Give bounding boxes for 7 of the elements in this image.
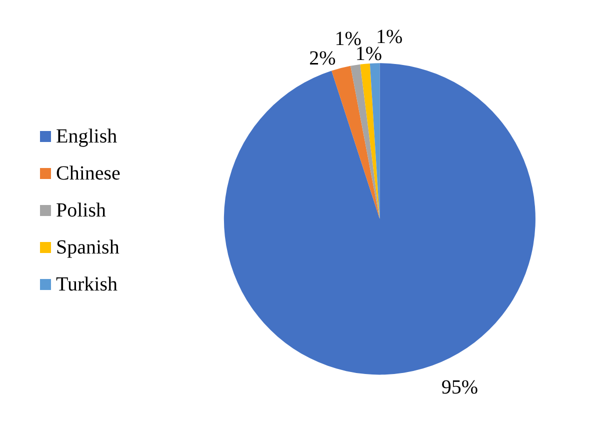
legend-label: Turkish — [56, 274, 118, 296]
data-label: 2% — [309, 47, 336, 70]
data-label: 95% — [441, 376, 478, 399]
legend-label: Polish — [56, 200, 106, 222]
legend-label: English — [56, 126, 118, 148]
legend-label: Chinese — [56, 162, 121, 184]
legend-label: Spanish — [56, 236, 120, 258]
